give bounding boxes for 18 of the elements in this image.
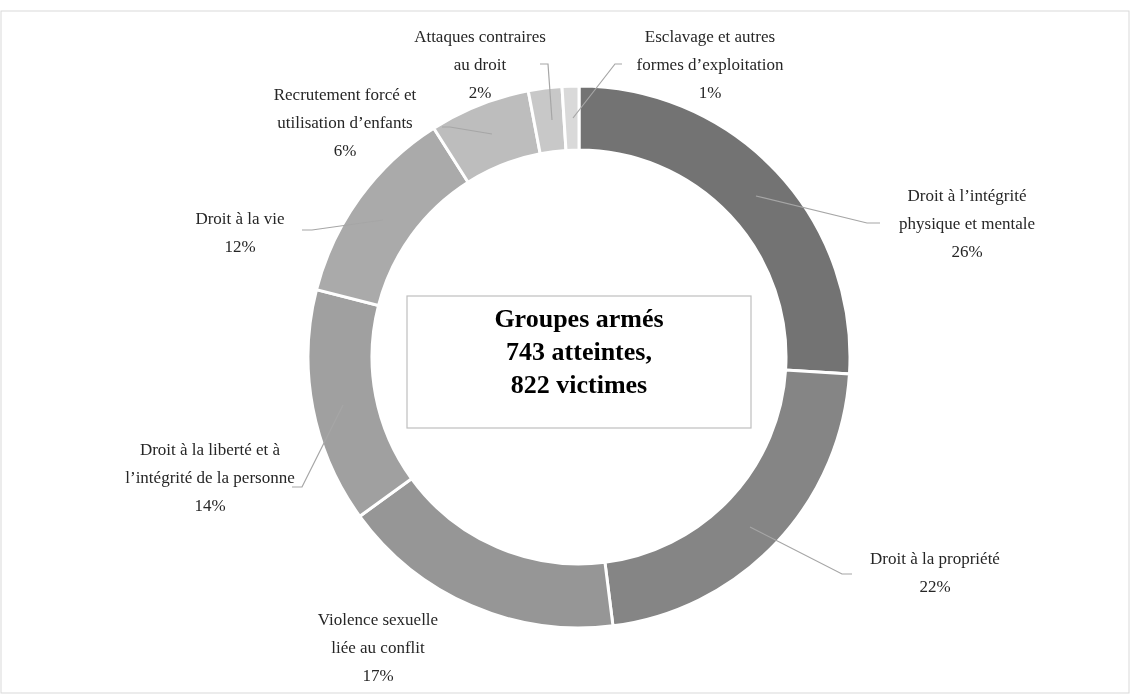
data-label: 2% [468, 83, 492, 102]
data-label: 17% [362, 666, 394, 685]
slice-label: Droit à la liberté et à l’intégrité de la personne [125, 440, 295, 487]
data-label: 12% [224, 237, 256, 256]
data-label: 14% [194, 496, 226, 515]
slice-label: Violence sexuelle liée au conflit [317, 610, 439, 657]
slice-label: Droit à la propriété [870, 549, 1000, 568]
data-label: 26% [951, 242, 983, 261]
data-label: 1% [698, 83, 722, 102]
data-label: 22% [919, 577, 951, 596]
slice-label: Recrutement forcé et utilisation d’enfants [273, 85, 417, 132]
slice-label: Attaques contraires au droit [414, 27, 546, 74]
text: Groupes armés [494, 304, 664, 333]
slice-label: Droit à la vie [195, 209, 285, 228]
text: 743 atteintes, 822 victimes [506, 337, 652, 399]
data-label: 6% [333, 141, 357, 160]
slice-label: Droit à l’intégrité physique et mentale [899, 186, 1035, 233]
slice-label: Esclavage et autres formes d’exploitation [636, 27, 784, 74]
